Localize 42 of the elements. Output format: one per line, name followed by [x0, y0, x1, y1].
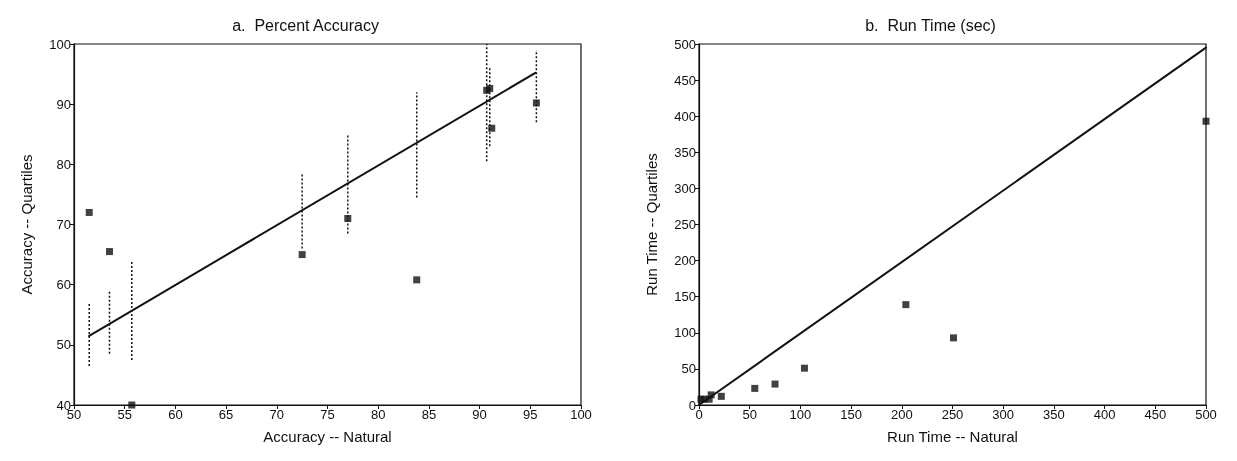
x-tick-label: 150 [840, 407, 862, 422]
x-tick-label: 70 [269, 407, 285, 422]
y-tick-label: 400 [674, 108, 696, 124]
x-tick-label: 300 [992, 407, 1015, 422]
x-tick-label: 80 [370, 407, 386, 422]
chart-title: a. Percent Accuracy [232, 16, 379, 34]
x-tick-label: 85 [421, 407, 437, 422]
y-tick-label: 150 [674, 289, 696, 305]
x-tick-label: 100 [789, 407, 812, 422]
y-tick-label: 60 [56, 277, 71, 293]
x-axis-title: Run Time -- Natural [887, 428, 1018, 445]
y-tick-label: 80 [56, 156, 71, 172]
x-tick-label: 350 [1043, 407, 1065, 422]
x-tick-label: 90 [472, 407, 487, 422]
x-tick-label: 75 [320, 407, 335, 422]
y-tick-label: 500 [674, 36, 696, 52]
x-tick-label: 65 [218, 407, 234, 422]
x-tick-label: 250 [941, 407, 964, 422]
y-tick-label: 250 [674, 217, 696, 232]
y-tick-label: 450 [674, 72, 696, 88]
y-tick-label: 50 [681, 361, 696, 377]
y-tick-label: 300 [674, 180, 696, 196]
x-tick-label: 500 [1195, 407, 1217, 422]
y-tick-label: 90 [56, 96, 71, 112]
y-tick-label: 350 [674, 144, 696, 160]
x-tick-label: 200 [890, 407, 913, 422]
x-axis-title: Accuracy -- Natural [263, 428, 392, 445]
x-tick-label: 400 [1093, 407, 1116, 422]
x-tick-label: 50 [742, 407, 757, 422]
x-tick-label: 450 [1144, 407, 1167, 422]
chart-title: b. Run Time (sec) [865, 16, 996, 34]
y-tick-label: 70 [56, 217, 71, 232]
x-tick-label: 100 [570, 407, 592, 422]
y-axis-title: Accuracy -- Quartiles [18, 154, 35, 295]
x-tick-label: 95 [523, 407, 538, 422]
y-tick-label: 50 [56, 337, 71, 353]
y-tick-label: 100 [49, 36, 71, 52]
y-tick-label: 200 [674, 253, 696, 269]
y-axis-title: Run Time -- Quartiles [643, 153, 660, 296]
x-tick-label: 55 [117, 407, 132, 422]
y-tick-label: 100 [674, 325, 696, 341]
x-tick-label: 60 [168, 407, 183, 422]
